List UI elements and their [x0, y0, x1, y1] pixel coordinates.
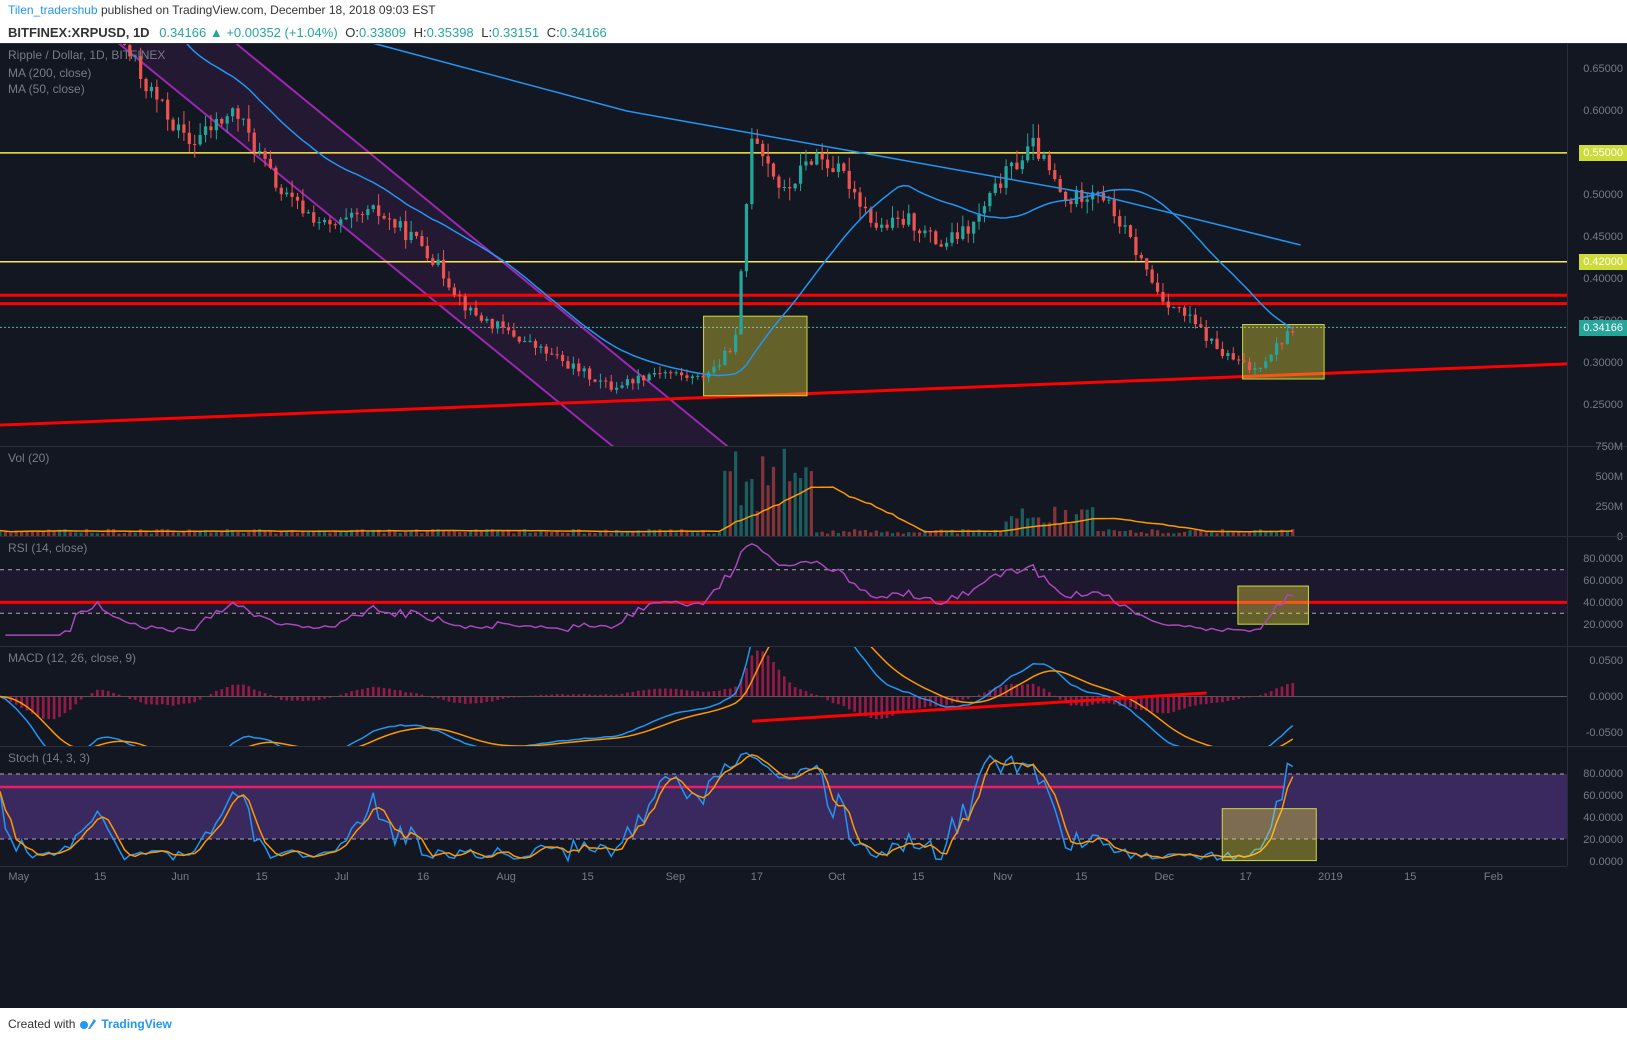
y-tick: -0.0500 — [1586, 727, 1623, 739]
last-price: 0.34166 — [159, 25, 206, 40]
y-tick: 0.0000 — [1589, 856, 1623, 868]
footer-brand[interactable]: TradingView — [101, 1017, 171, 1031]
x-tick: May — [8, 871, 29, 883]
symbol-info-row: BITFINEX:XRPUSD, 1D 0.34166 ▲ +0.00352 (… — [0, 22, 1627, 43]
price-tag: 0.55000 — [1579, 145, 1627, 161]
y-tick: 0.40000 — [1583, 273, 1623, 285]
macd-plot[interactable] — [0, 647, 1567, 746]
y-tick: 40.0000 — [1583, 812, 1623, 824]
volume-plot[interactable] — [0, 447, 1567, 536]
x-tick: Aug — [496, 871, 516, 883]
y-tick: 750M — [1595, 441, 1623, 453]
price-tag: 0.42000 — [1579, 254, 1627, 270]
y-tick: 0.45000 — [1583, 231, 1623, 243]
y-tick: 60.0000 — [1583, 790, 1623, 802]
l-label: L: — [481, 25, 492, 40]
ma200-label: MA (200, close) — [8, 66, 91, 80]
h-label: H: — [414, 25, 427, 40]
x-tick: Dec — [1154, 871, 1174, 883]
macd-y-axis[interactable]: -0.0500 0.0000 0.0500 — [1567, 647, 1627, 746]
rsi-pane[interactable]: RSI (14, close) 20.0000 40.0000 60.0000 80.… — [0, 536, 1627, 646]
volume-y-axis[interactable]: 0250M500M750M — [1567, 447, 1627, 536]
x-tick: 17 — [1240, 871, 1252, 883]
change-abs: +0.00352 — [226, 25, 281, 40]
l-value: 0.33151 — [492, 25, 539, 40]
x-tick: 15 — [912, 871, 924, 883]
y-tick: 40.0000 — [1583, 597, 1623, 609]
x-tick: Sep — [666, 871, 686, 883]
price-y-axis[interactable]: 0.250000.300000.350000.400000.450000.500… — [1567, 44, 1627, 446]
x-tick: 2019 — [1318, 871, 1342, 883]
y-tick: 0.25000 — [1583, 399, 1623, 411]
chart-title: Ripple / Dollar, 1D, BITFINEX — [8, 48, 165, 62]
price-pane[interactable]: Ripple / Dollar, 1D, BITFINEX MA (200, c… — [0, 43, 1627, 446]
x-tick: Jun — [171, 871, 189, 883]
vol-label: Vol (20) — [8, 451, 49, 465]
y-tick: 60.0000 — [1583, 575, 1623, 587]
x-tick: Nov — [993, 871, 1013, 883]
x-tick: 15 — [1404, 871, 1416, 883]
author-link[interactable]: Tilen_tradershub — [8, 3, 98, 17]
y-tick: 20.0000 — [1583, 834, 1623, 846]
c-label: C: — [547, 25, 560, 40]
stoch-y-axis[interactable]: 0.0000 20.0000 40.0000 60.0000 80.0000 — [1567, 747, 1627, 866]
y-tick: 0.0500 — [1589, 655, 1623, 667]
publish-header: Tilen_tradershub published on TradingVie… — [0, 0, 1627, 22]
x-tick: Oct — [828, 871, 845, 883]
tradingview-logo-icon[interactable] — [79, 1017, 97, 1031]
price-tag: 0.34166 — [1579, 320, 1627, 336]
change-arrow: ▲ — [210, 25, 223, 40]
stoch-label: Stoch (14, 3, 3) — [8, 751, 90, 765]
y-tick: 0.65000 — [1583, 63, 1623, 75]
y-tick: 0.50000 — [1583, 189, 1623, 201]
x-tick: 15 — [582, 871, 594, 883]
y-tick: 0.60000 — [1583, 105, 1623, 117]
ma50-label: MA (50, close) — [8, 82, 85, 96]
change-pct: (+1.04%) — [285, 25, 338, 40]
y-tick: 0.30000 — [1583, 357, 1623, 369]
macd-label: MACD (12, 26, close, 9) — [8, 651, 136, 665]
y-tick: 250M — [1595, 501, 1623, 513]
y-tick: 500M — [1595, 471, 1623, 483]
rsi-label: RSI (14, close) — [8, 541, 87, 555]
y-tick: 20.0000 — [1583, 619, 1623, 631]
stoch-plot[interactable] — [0, 747, 1567, 866]
y-tick: 0.0000 — [1589, 691, 1623, 703]
x-tick: 15 — [1075, 871, 1087, 883]
publish-meta: published on TradingView.com, December 1… — [98, 3, 436, 17]
macd-pane[interactable]: MACD (12, 26, close, 9) -0.0500 0.0000 0.0… — [0, 646, 1627, 746]
stoch-pane[interactable]: Stoch (14, 3, 3) 0.0000 20.0000 40.0000 60.… — [0, 746, 1627, 866]
o-value: 0.33809 — [359, 25, 406, 40]
x-tick: 15 — [94, 871, 106, 883]
footer: Created with TradingView — [0, 1008, 1627, 1040]
volume-pane[interactable]: Vol (20) 0250M500M750M — [0, 446, 1627, 536]
h-value: 0.35398 — [427, 25, 474, 40]
c-value: 0.34166 — [560, 25, 607, 40]
o-label: O: — [345, 25, 359, 40]
chart-container[interactable]: Ripple / Dollar, 1D, BITFINEX MA (200, c… — [0, 43, 1627, 1008]
x-tick: 17 — [751, 871, 763, 883]
x-tick: Feb — [1484, 871, 1503, 883]
x-tick: 15 — [256, 871, 268, 883]
y-tick: 80.0000 — [1583, 768, 1623, 780]
rsi-y-axis[interactable]: 20.0000 40.0000 60.0000 80.0000 — [1567, 537, 1627, 646]
time-axis[interactable]: May 15 Jun 15 Jul 16 Aug 15 Sep 17 Oct 15 Nov 15 Dec 17… — [0, 866, 1567, 888]
y-tick: 80.0000 — [1583, 553, 1623, 565]
x-tick: Jul — [335, 871, 349, 883]
symbol-name[interactable]: BITFINEX:XRPUSD, 1D — [8, 25, 150, 40]
rsi-plot[interactable] — [0, 537, 1567, 646]
price-plot[interactable] — [0, 44, 1567, 446]
x-tick: 16 — [417, 871, 429, 883]
footer-text: Created with — [8, 1017, 75, 1031]
